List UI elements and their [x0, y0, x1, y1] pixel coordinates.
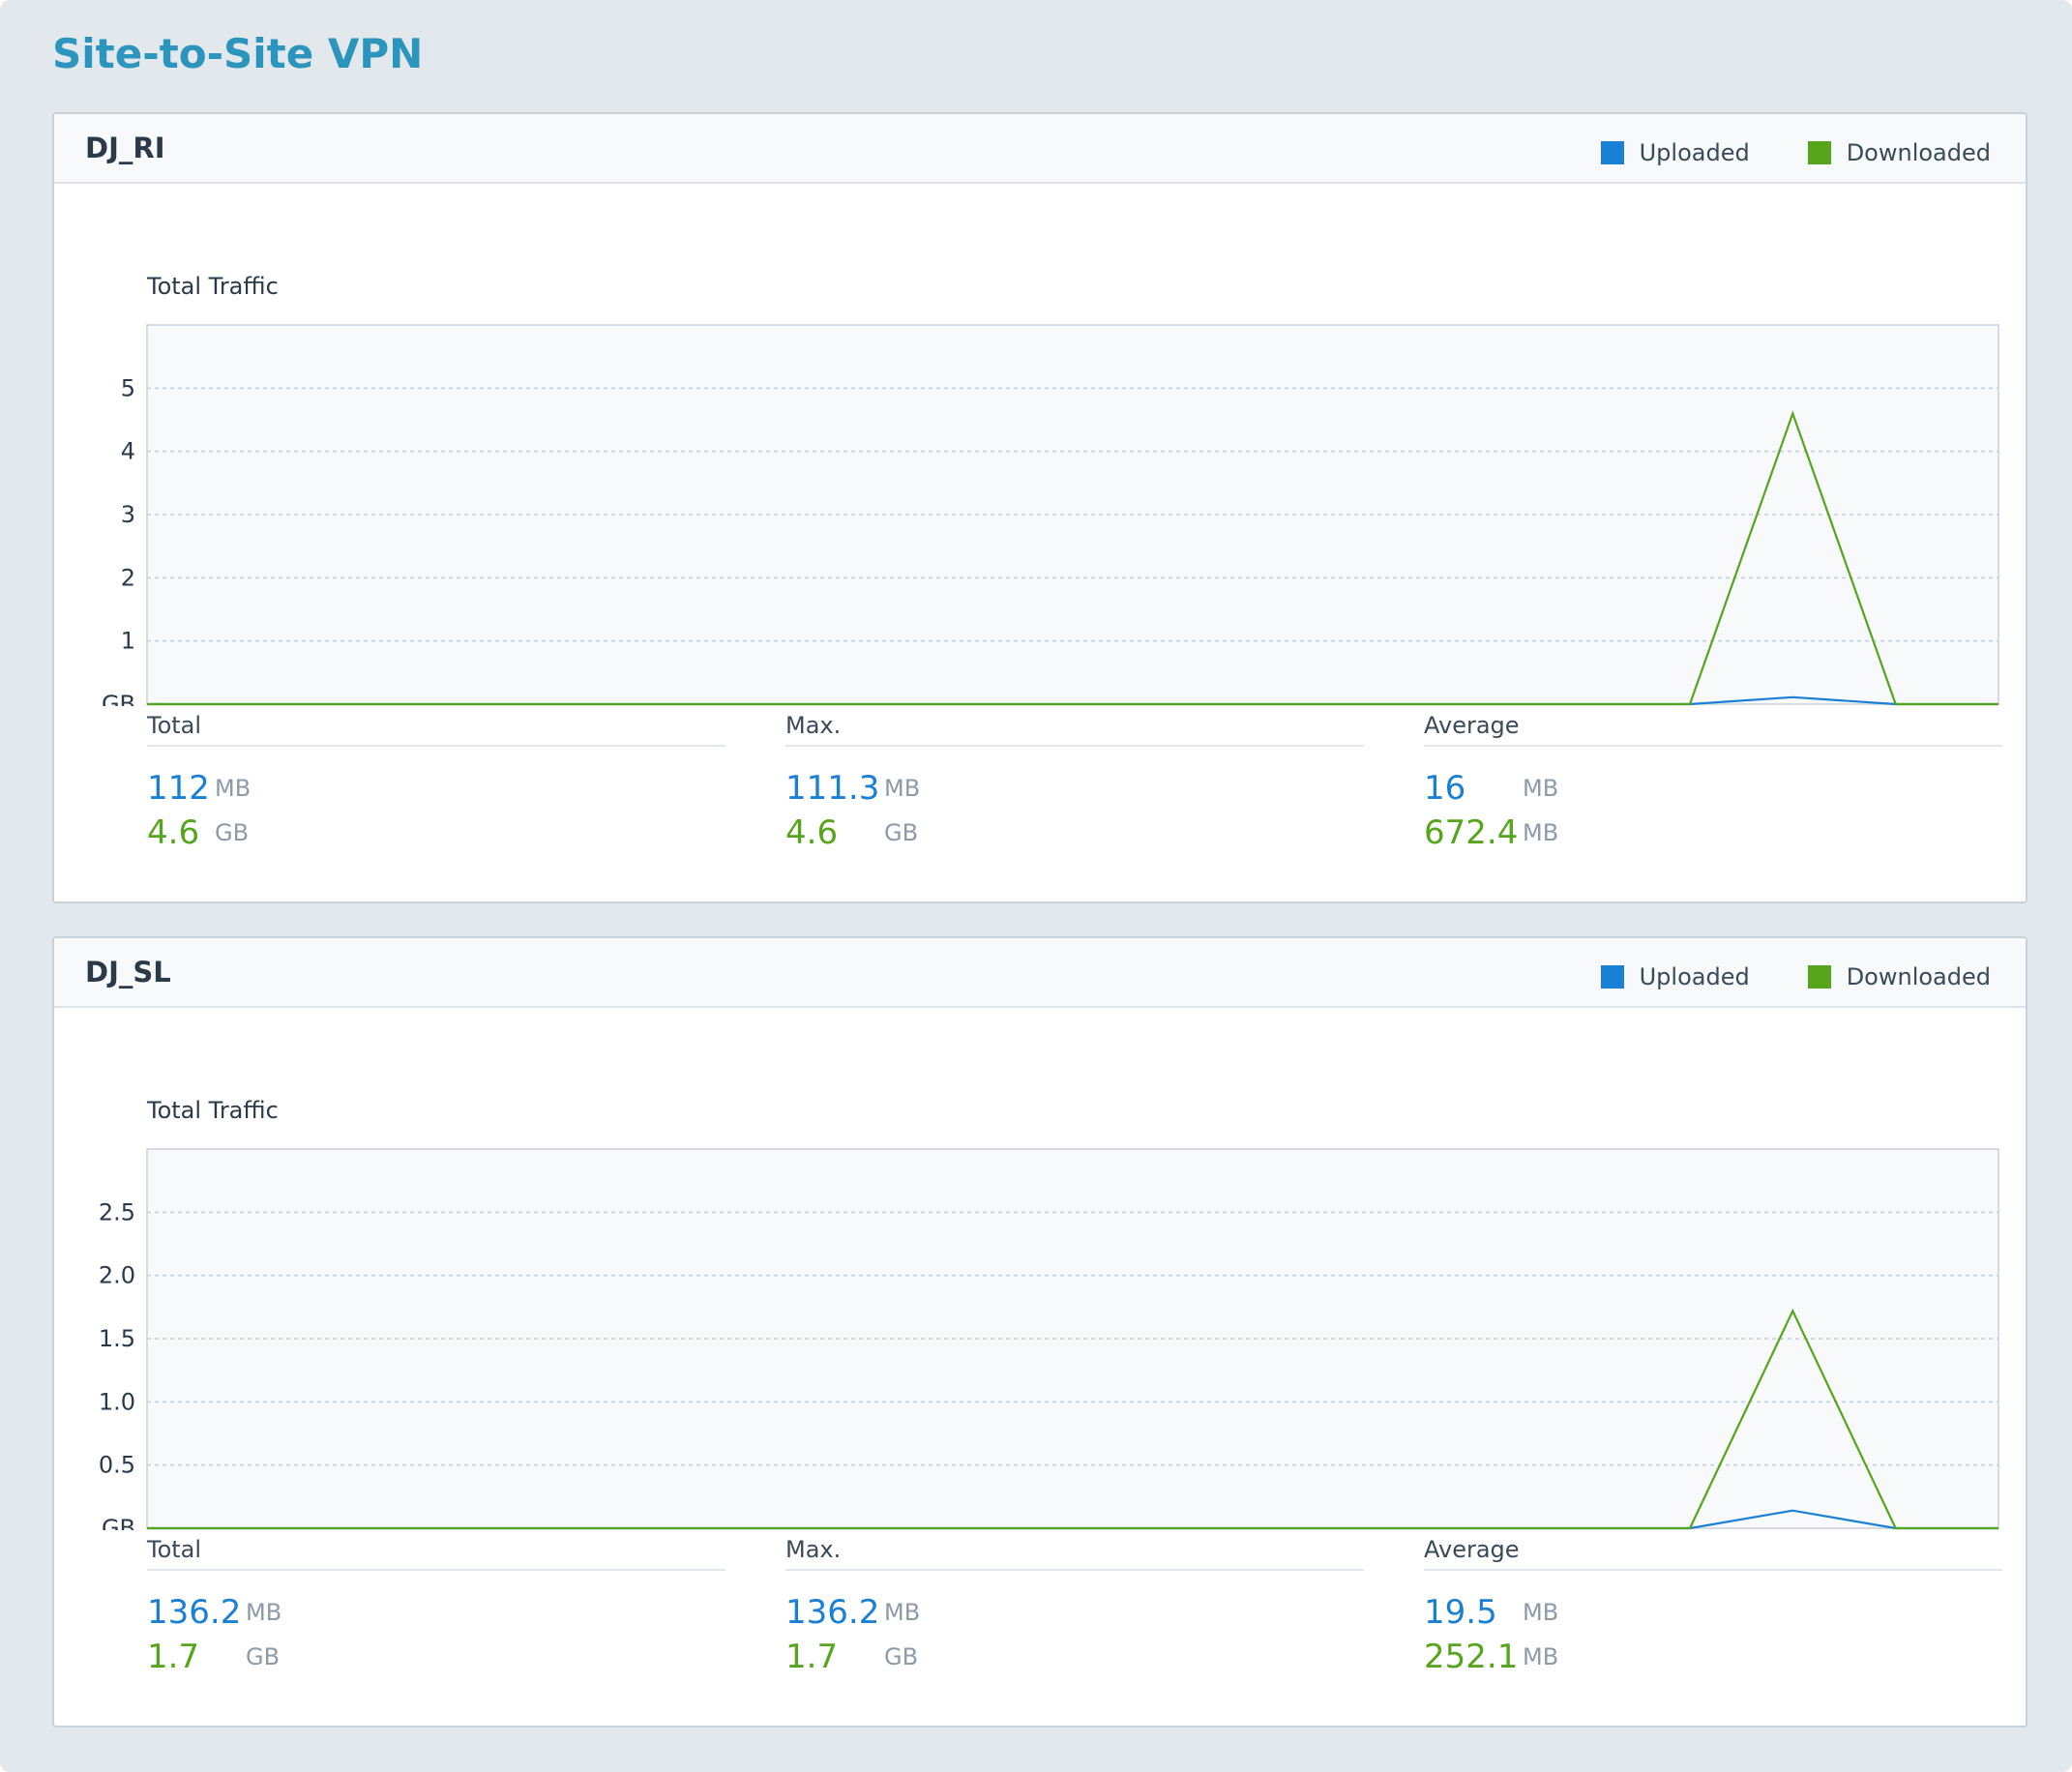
y-tick-label: 3: [121, 501, 135, 528]
stat-downloaded-value: 1.7: [147, 1638, 200, 1676]
legend-label-uploaded: Uploaded: [1639, 139, 1750, 166]
chart-legend: Uploaded Downloaded: [1543, 139, 1991, 166]
stat-uploaded-value: 136.2: [147, 1593, 242, 1632]
chart-legend: Uploaded Downloaded: [1543, 963, 1991, 990]
stat-total: Total 112 MB 4.6 GB: [147, 706, 725, 852]
legend-item-downloaded[interactable]: Downloaded: [1807, 139, 1991, 166]
stat-uploaded-value: 19.5: [1424, 1593, 1497, 1632]
stat-uploaded-unit: MB: [215, 775, 252, 802]
vpn-panel-dj-sl: DJ_SL Uploaded Downloaded Total Traffic 2…: [52, 936, 2028, 1728]
stat-uploaded-value: 112: [147, 769, 210, 808]
traffic-stats: Total 136.2 MB 1.7 GB Max. 136.2 MB 1.7: [147, 1530, 2002, 1704]
y-tick-label: 1.0: [99, 1388, 135, 1415]
y-tick-label: 4: [121, 438, 135, 465]
stat-downloaded-unit: MB: [1523, 1643, 1559, 1670]
stat-uploaded-value: 111.3: [785, 769, 880, 808]
stat-downloaded-unit: GB: [884, 1643, 919, 1670]
y-axis-unit-label: GB: [102, 1515, 135, 1530]
legend-label-downloaded: Downloaded: [1846, 963, 1991, 990]
stat-downloaded-value: 4.6: [785, 813, 839, 852]
panel-header: DJ_RI Uploaded Downloaded: [54, 114, 2026, 184]
uploaded-swatch-icon: [1600, 965, 1624, 989]
y-tick-label: 0.5: [99, 1452, 135, 1479]
series-line-downloaded: [147, 1308, 1998, 1530]
stat-max: Max. 111.3 MB 4.6 GB: [785, 706, 1364, 852]
stat-uploaded-unit: MB: [1523, 775, 1559, 802]
traffic-chart: Total Traffic 5 4 3 2 1 GB: [102, 273, 1999, 706]
stat-uploaded-unit: MB: [1523, 1599, 1559, 1626]
stat-downloaded-value: 672.4: [1424, 813, 1519, 852]
stat-label: Average: [1424, 706, 2002, 747]
y-tick-label: 1: [121, 628, 135, 655]
stat-downloaded-unit: GB: [884, 819, 919, 846]
stat-uploaded-value: 16: [1424, 769, 1466, 808]
stat-total: Total 136.2 MB 1.7 GB: [147, 1530, 725, 1676]
stat-label: Total: [147, 706, 725, 747]
stat-average: Average 19.5 MB 252.1 MB: [1424, 1530, 2002, 1676]
legend-label-downloaded: Downloaded: [1846, 139, 1991, 166]
legend-item-downloaded[interactable]: Downloaded: [1807, 963, 1991, 990]
stat-downloaded-value: 1.7: [785, 1638, 839, 1676]
stat-uploaded-unit: MB: [246, 1599, 282, 1626]
series-line-downloaded: [147, 410, 1998, 706]
stat-label: Max.: [785, 706, 1364, 747]
stat-uploaded-unit: MB: [884, 1599, 921, 1626]
downloaded-swatch-icon: [1807, 965, 1831, 989]
chart-title: Total Traffic: [146, 273, 279, 300]
panel-name: DJ_SL: [85, 956, 171, 989]
y-axis-unit-label: GB: [102, 691, 135, 706]
traffic-stats: Total 112 MB 4.6 GB Max. 111.3 MB 4.6: [147, 706, 2002, 880]
stat-downloaded-value: 252.1: [1424, 1638, 1519, 1676]
legend-label-uploaded: Uploaded: [1639, 963, 1750, 990]
stat-label: Total: [147, 1530, 725, 1571]
legend-item-uploaded[interactable]: Uploaded: [1600, 139, 1750, 166]
y-tick-label: 2.0: [99, 1262, 135, 1289]
y-tick-label: 5: [121, 374, 135, 401]
page-title: Site-to-Site VPN: [52, 30, 424, 77]
vpn-panel-dj-ri: DJ_RI Uploaded Downloaded Total Traffic 5…: [52, 112, 2028, 903]
stat-uploaded-unit: MB: [884, 775, 921, 802]
stat-uploaded-value: 136.2: [785, 1593, 880, 1632]
stat-downloaded-unit: MB: [1523, 819, 1559, 846]
downloaded-swatch-icon: [1807, 141, 1831, 164]
uploaded-swatch-icon: [1600, 141, 1624, 164]
stat-average: Average 16 MB 672.4 MB: [1424, 706, 2002, 852]
legend-item-uploaded[interactable]: Uploaded: [1600, 963, 1750, 990]
chart-title: Total Traffic: [146, 1097, 279, 1124]
traffic-chart: Total Traffic 2.5 2.0 1.5 1.0 0.5 GB: [99, 1097, 1999, 1530]
stat-max: Max. 136.2 MB 1.7 GB: [785, 1530, 1364, 1676]
stat-downloaded-value: 4.6: [147, 813, 200, 852]
stat-downloaded-unit: GB: [246, 1643, 281, 1670]
y-tick-label: 1.5: [99, 1325, 135, 1352]
panel-header: DJ_SL Uploaded Downloaded: [54, 938, 2026, 1008]
stat-label: Average: [1424, 1530, 2002, 1571]
y-tick-label: 2.5: [99, 1198, 135, 1226]
panel-name: DJ_RI: [85, 132, 165, 164]
stat-label: Max.: [785, 1530, 1364, 1571]
stat-downloaded-unit: GB: [215, 819, 250, 846]
y-tick-label: 2: [121, 564, 135, 591]
